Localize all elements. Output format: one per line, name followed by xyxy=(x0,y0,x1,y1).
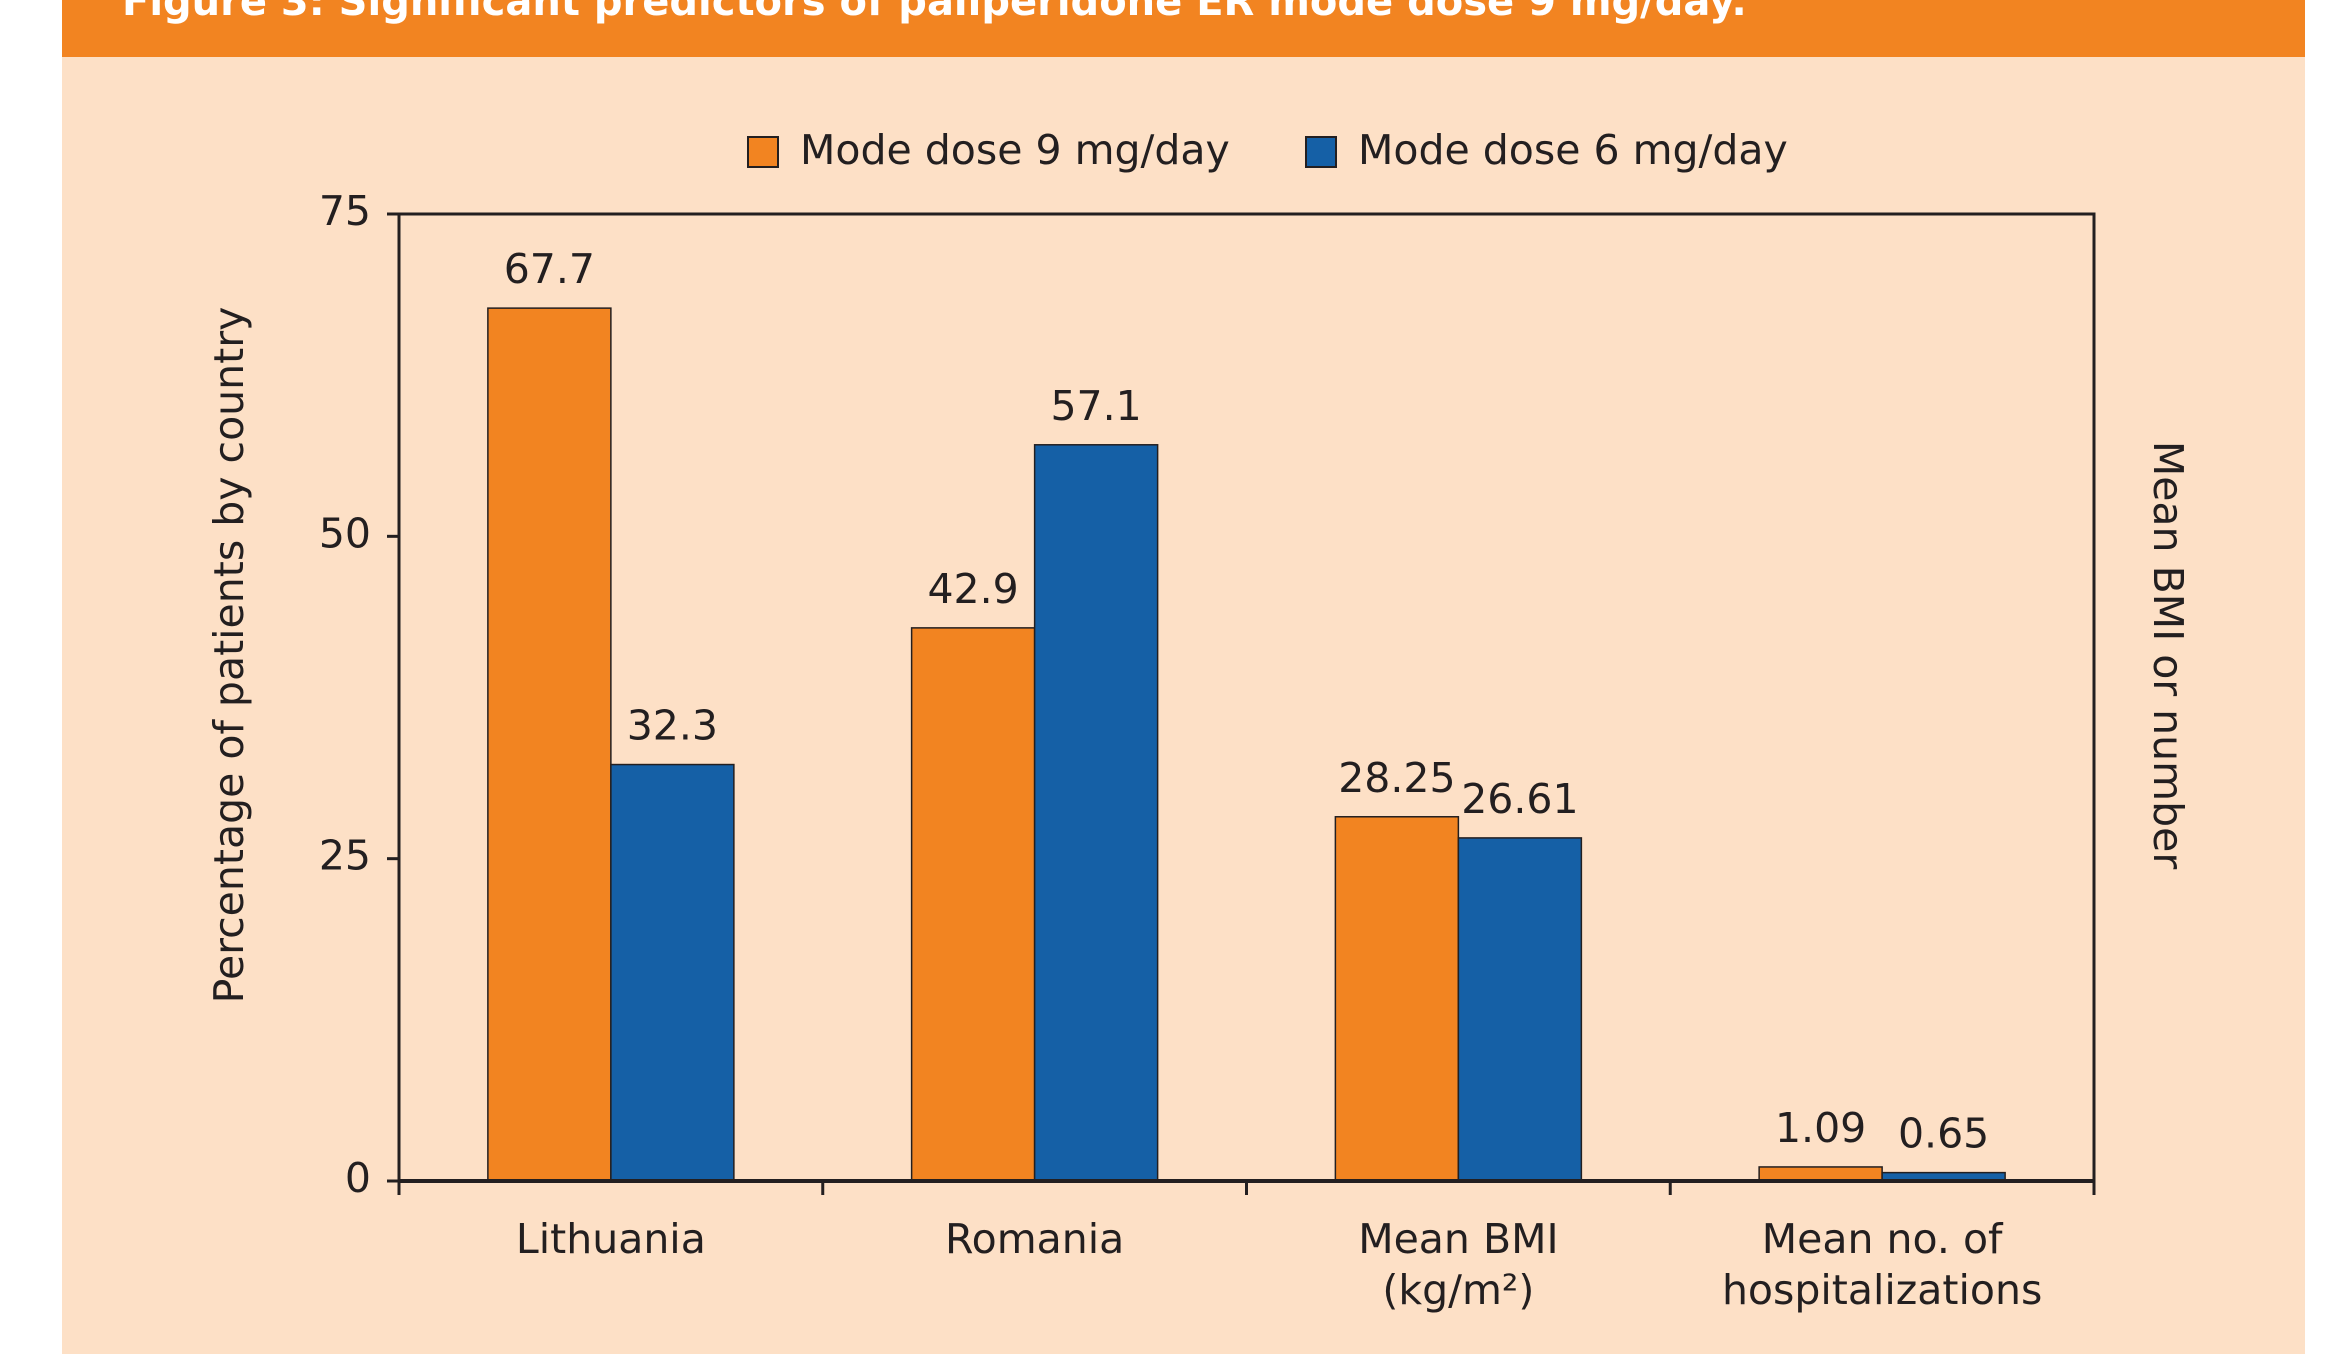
y-tick-label: 75 xyxy=(319,187,371,235)
value-label: 57.1 xyxy=(1050,382,1141,430)
value-label: 26.61 xyxy=(1461,775,1578,823)
legend-label: Mode dose 9 mg/day xyxy=(800,126,1230,174)
x-tick-label: Mean BMI xyxy=(1358,1215,1558,1263)
legend-label: Mode dose 6 mg/day xyxy=(1358,126,1788,174)
legend-swatch xyxy=(747,136,779,168)
panel xyxy=(62,57,2305,1354)
value-label: 42.9 xyxy=(927,565,1018,613)
bar xyxy=(1758,1166,1883,1182)
y-tick-label: 0 xyxy=(345,1154,371,1202)
bar xyxy=(487,307,612,1182)
y-tick-label: 50 xyxy=(319,509,371,557)
bar xyxy=(610,763,735,1182)
x-tick-label: Lithuania xyxy=(516,1215,706,1263)
bar xyxy=(910,627,1036,1182)
bar xyxy=(1457,837,1583,1182)
bar xyxy=(1334,816,1460,1182)
x-tick-label: Mean no. of xyxy=(1762,1215,2004,1263)
value-label: 28.25 xyxy=(1338,754,1455,802)
x-tick-label: Romania xyxy=(945,1215,1124,1263)
value-label: 0.65 xyxy=(1898,1110,1989,1158)
value-label: 1.09 xyxy=(1775,1104,1866,1152)
legend-swatch xyxy=(1305,136,1337,168)
bar xyxy=(1033,444,1159,1182)
y-tick-label: 25 xyxy=(319,832,371,880)
x-tick-label: hospitalizations xyxy=(1722,1266,2042,1314)
y-axis-label: Percentage of patients by country xyxy=(205,307,253,1004)
header-bar xyxy=(62,0,2305,57)
chart-title: Figure 3: Significant predictors of pali… xyxy=(122,0,1747,25)
x-tick-label: (kg/m²) xyxy=(1382,1266,1534,1314)
value-label: 32.3 xyxy=(627,702,718,750)
y2-axis-label: Mean BMI or number xyxy=(2144,441,2192,870)
value-label: 67.7 xyxy=(504,245,595,293)
